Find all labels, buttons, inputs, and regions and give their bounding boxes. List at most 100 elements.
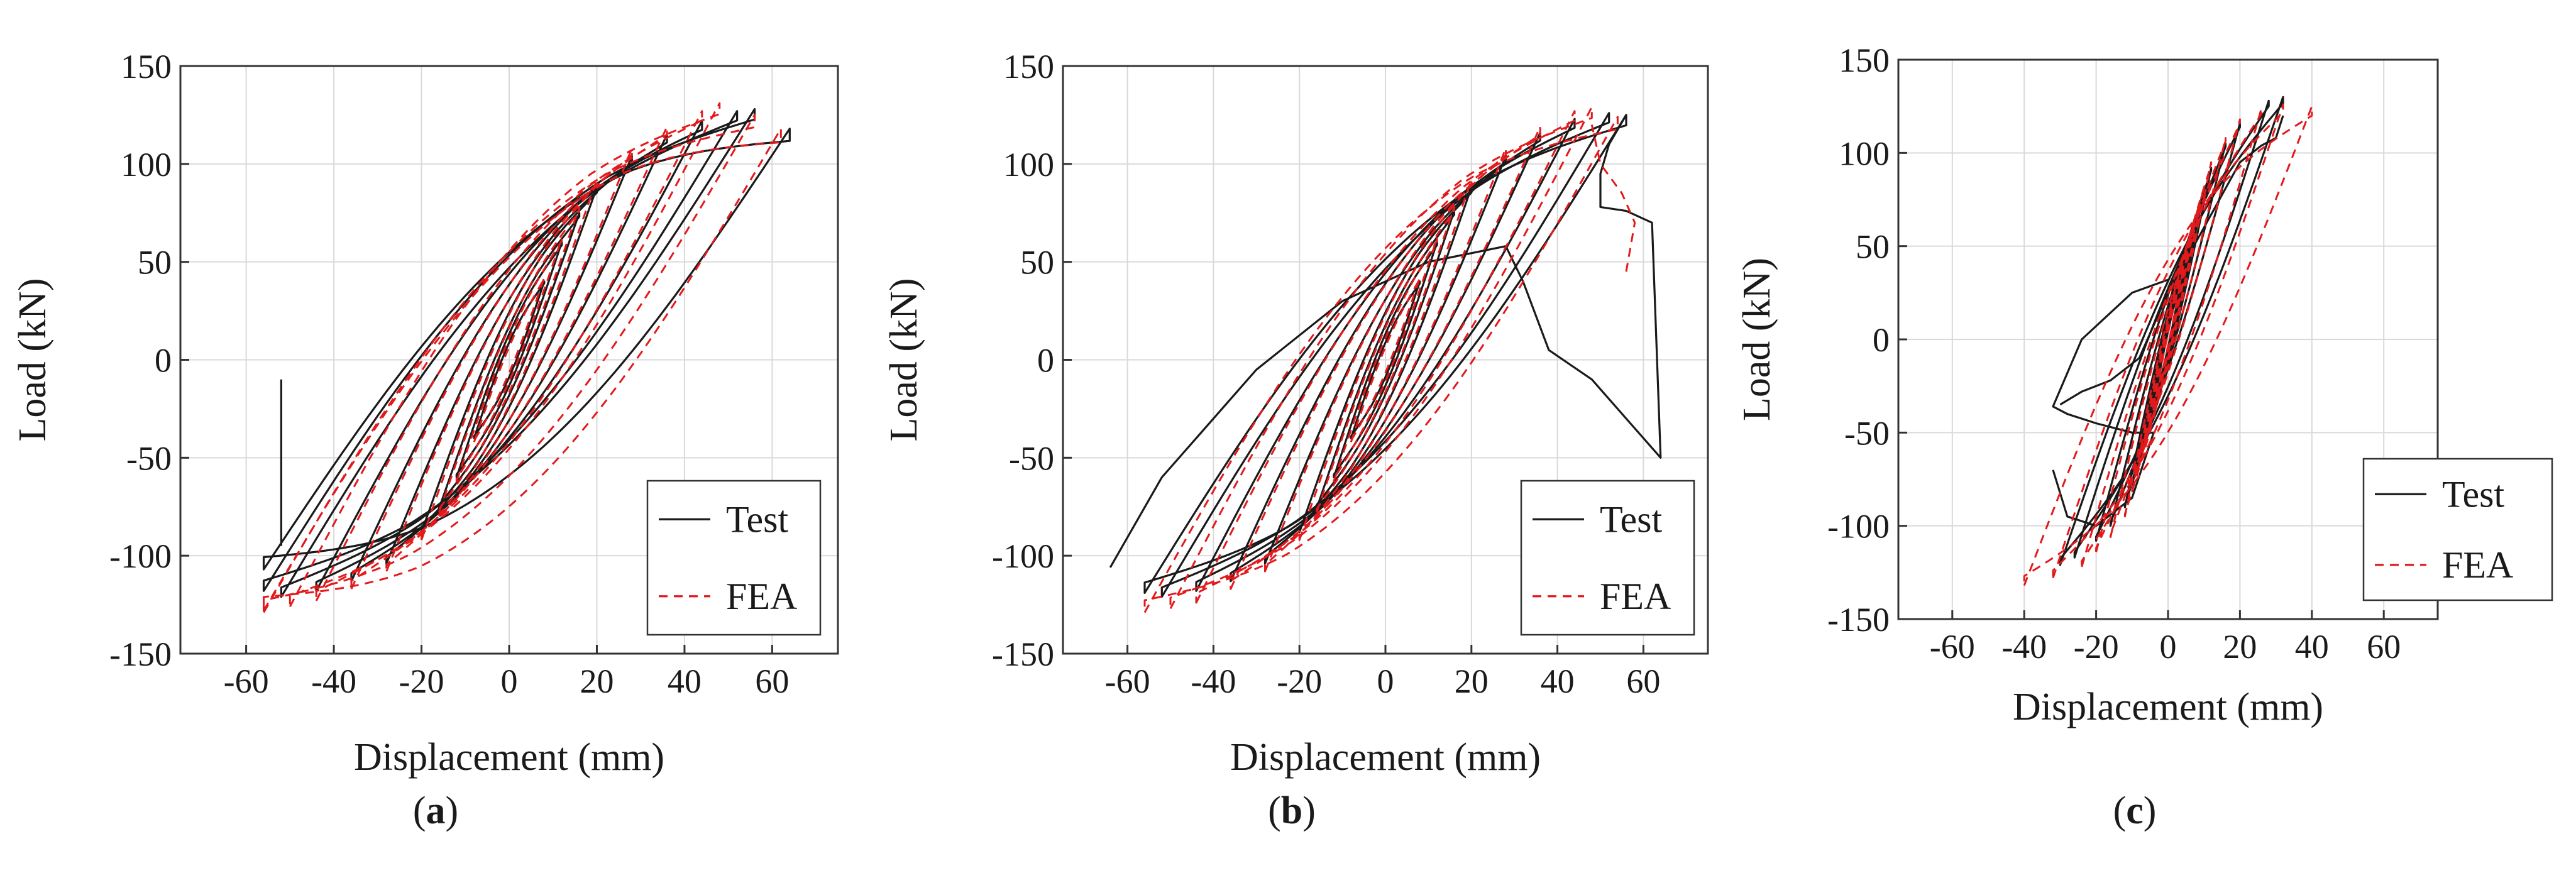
hysteresis-loop-test <box>280 110 739 598</box>
y-tick-label: 150 <box>1839 41 1890 79</box>
hysteresis-loop-fea <box>289 102 721 608</box>
hysteresis-loop-fea <box>1333 237 1438 483</box>
series-fea <box>263 102 782 613</box>
y-axis-title: Load (kN) <box>11 278 54 442</box>
hysteresis-loop-fea <box>1230 126 1541 590</box>
hysteresis-loop-fea <box>438 206 581 514</box>
hysteresis-loop-fea <box>2131 185 2205 493</box>
y-tick-label: -100 <box>109 537 172 575</box>
y-tick-label: -150 <box>109 635 172 673</box>
hysteresis-loop-fea <box>315 110 703 602</box>
hysteresis-loop-fea <box>263 128 782 612</box>
series-fea <box>2023 103 2313 587</box>
hysteresis-loop-test <box>2059 96 2284 566</box>
failure-path-fea <box>1590 124 1636 272</box>
hysteresis-loop-test <box>262 108 756 592</box>
y-tick-label: 0 <box>155 342 172 380</box>
panel-caption-letter: a <box>426 789 446 832</box>
legend: Test FEA <box>646 480 822 636</box>
hysteresis-loop-fea <box>1298 178 1473 541</box>
legend-label-test: Test <box>2442 473 2504 515</box>
hysteresis-loop-test <box>473 280 546 439</box>
x-tick-label: -20 <box>2074 628 2119 666</box>
failure-path-test <box>2052 278 2169 527</box>
x-axis-title: Displacement (mm) <box>1230 736 1541 779</box>
hysteresis-loop-fea <box>421 178 598 541</box>
hysteresis-loop-test <box>1350 280 1421 439</box>
x-tick-label: 60 <box>1626 662 1660 700</box>
y-tick-label: 150 <box>121 48 172 85</box>
legend-label-test: Test <box>1600 498 1662 540</box>
hysteresis-loop-fea <box>455 237 563 483</box>
hysteresis-loop-fea <box>1264 147 1507 573</box>
hysteresis-loop-fea <box>2123 161 2213 518</box>
y-tick-label: 150 <box>1003 48 1054 85</box>
hysteresis-loop-fea <box>1143 116 1619 613</box>
x-tick-label: 0 <box>2160 628 2177 666</box>
legend: Test FEA <box>1520 480 1695 636</box>
y-axis-title: Load (kN) <box>883 278 925 442</box>
plot-area <box>262 102 791 613</box>
y-tick-label: -50 <box>1844 414 1890 452</box>
legend: Test FEA <box>2362 458 2553 601</box>
x-tick-label: 40 <box>2295 628 2329 666</box>
hysteresis-loop-fea <box>2052 103 2284 579</box>
y-tick-label: -50 <box>126 439 172 477</box>
x-tick-label: -40 <box>1191 662 1236 700</box>
legend-label-fea: FEA <box>726 576 797 617</box>
legend-label-test: Test <box>726 498 788 540</box>
hysteresis-loop-fea <box>1316 206 1455 514</box>
plot-area <box>1109 106 1662 613</box>
hysteresis-loop-fea <box>385 147 633 573</box>
y-tick-label: 0 <box>1037 342 1054 380</box>
x-tick-label: -20 <box>399 662 444 700</box>
y-axis-title: Load (kN) <box>1736 258 1778 421</box>
hysteresis-loop-fea <box>1195 110 1576 604</box>
plot-area <box>2023 96 2313 587</box>
legend-box <box>646 480 822 636</box>
failure-path-test <box>1109 114 1662 568</box>
x-tick-label: 20 <box>580 662 614 700</box>
chart-panel-a: -60 -40 -20 0 20 40 60 150 100 50 0 -50 -100 -150 Disp… <box>11 48 839 832</box>
x-tick-label: 20 <box>2223 628 2257 666</box>
panel-caption-letter: c <box>2126 789 2144 832</box>
legend-label-fea: FEA <box>2442 544 2513 586</box>
x-tick-label: 20 <box>1455 662 1489 700</box>
x-tick-label: 60 <box>2367 628 2401 666</box>
hysteresis-loop-fea <box>2110 137 2226 538</box>
panel-caption: (c) <box>2113 789 2157 832</box>
hysteresis-loop-fea <box>2095 118 2241 553</box>
panel-caption-letter: b <box>1281 789 1302 832</box>
y-tick-label: 50 <box>1020 244 1054 282</box>
hysteresis-loop-fea <box>1350 277 1421 443</box>
x-tick-label: 60 <box>755 662 789 700</box>
y-tick-label: -100 <box>992 537 1054 575</box>
legend-label-fea: FEA <box>1600 576 1671 617</box>
y-tick-label: -100 <box>1827 508 1890 546</box>
hysteresis-loop-fea <box>2023 105 2313 587</box>
legend-box <box>2362 458 2553 601</box>
x-tick-label: 40 <box>1541 662 1575 700</box>
chart-panel-c: -60 -40 -20 0 20 40 60 150 100 50 0 -50 -100 -150 Disp… <box>1736 41 2553 832</box>
x-axis-title: Displacement (mm) <box>354 736 664 779</box>
series-fea <box>1143 106 1636 613</box>
y-tick-label: -150 <box>1827 601 1890 639</box>
y-tick-label: 0 <box>1873 321 1890 359</box>
panel-caption: (a) <box>413 789 458 832</box>
x-tick-label: -40 <box>2001 628 2047 666</box>
panel-caption: (b) <box>1268 789 1316 832</box>
legend-box <box>1520 480 1695 636</box>
y-tick-label: 50 <box>1856 228 1890 266</box>
x-tick-label: -20 <box>1277 662 1322 700</box>
x-tick-label: 0 <box>501 662 518 700</box>
y-tick-label: -50 <box>1009 439 1054 477</box>
hysteresis-loop-fea <box>350 126 668 590</box>
hysteresis-loop-test <box>2073 99 2270 559</box>
y-tick-label: 100 <box>1003 146 1054 184</box>
y-tick-label: 100 <box>1839 134 1890 172</box>
y-tick-label: 50 <box>138 244 172 282</box>
x-tick-label: -40 <box>311 662 356 700</box>
x-tick-label: -60 <box>1105 662 1150 700</box>
hysteresis-loop-fea <box>1169 106 1593 610</box>
